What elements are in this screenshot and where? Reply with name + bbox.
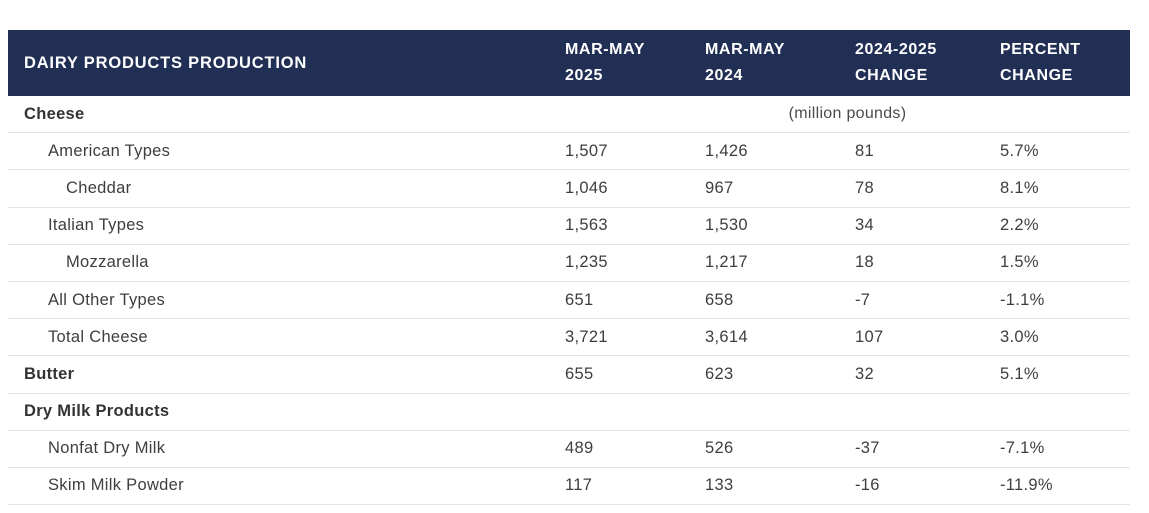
row-label: American Types (48, 141, 171, 160)
cell-value: 2.2% (1000, 216, 1039, 235)
row-label: Cheese (24, 104, 85, 123)
cell-value: 34 (855, 216, 874, 235)
column-header-line2: 2025 (565, 67, 603, 84)
cell-value: 1,530 (705, 216, 748, 235)
column-header-line2: CHANGE (855, 67, 928, 84)
cell-value: -16 (855, 476, 880, 495)
row-label: Total Cheese (48, 327, 148, 346)
cell-value: 107 (855, 327, 884, 346)
cell-value: 1.5% (1000, 253, 1039, 272)
table-row-skim-milk-powder: Skim Milk Powder 117 133 -16 -11.9% (8, 468, 1130, 506)
cell-value: 1,426 (705, 141, 748, 160)
row-label: Dry Milk Products (24, 402, 170, 421)
column-header-line2: CHANGE (1000, 67, 1073, 84)
cell-value: 5.1% (1000, 364, 1039, 383)
table-header-row: DAIRY PRODUCTS PRODUCTION MAR-MAY 2025 M… (8, 30, 1130, 96)
column-header-percent-change: PERCENT CHANGE (1000, 37, 1130, 89)
cell-value: 3,721 (565, 327, 608, 346)
column-header-line1: MAR-MAY (565, 41, 646, 58)
cell-value: -1.1% (1000, 290, 1045, 309)
cell-value: 18 (855, 253, 874, 272)
table-row-italian-types: Italian Types 1,563 1,530 34 2.2% (8, 208, 1130, 245)
cell-value: 1,235 (565, 253, 608, 272)
cell-value: 655 (565, 364, 594, 383)
cell-value: 8.1% (1000, 178, 1039, 197)
row-label: Mozzarella (66, 253, 149, 272)
unit-note: (million pounds) (788, 105, 907, 123)
cell-value: -11.9% (1000, 476, 1053, 495)
row-label: Nonfat Dry Milk (48, 439, 166, 458)
row-label: Skim Milk Powder (48, 476, 184, 495)
table-row-mozzarella: Mozzarella 1,235 1,217 18 1.5% (8, 245, 1130, 282)
cell-value: -7 (855, 290, 871, 309)
table-row-cheddar: Cheddar 1,046 967 78 8.1% (8, 170, 1130, 208)
cell-value: 623 (705, 364, 734, 383)
row-label: Cheddar (66, 178, 132, 197)
cell-value: 117 (565, 476, 593, 495)
cell-value: 3.0% (1000, 327, 1039, 346)
cell-value: 1,217 (705, 253, 748, 272)
column-header-mar-may-2025: MAR-MAY 2025 (565, 37, 705, 89)
row-label: Butter (24, 364, 75, 383)
cell-value: 32 (855, 364, 874, 383)
table-row-all-other-types: All Other Types 651 658 -7 -1.1% (8, 282, 1130, 320)
table-row-total-cheese: Total Cheese 3,721 3,614 107 3.0% (8, 319, 1130, 357)
column-header-line1: PERCENT (1000, 41, 1081, 58)
cell-value: 133 (705, 476, 734, 495)
cell-value: 81 (855, 141, 874, 160)
table-row-american-types: American Types 1,507 1,426 81 5.7% (8, 133, 1130, 171)
row-label: All Other Types (48, 290, 165, 309)
cell-value: 1,563 (565, 216, 608, 235)
column-header-line1: 2024-2025 (855, 41, 937, 58)
cell-value: 5.7% (1000, 141, 1039, 160)
table-row-butter: Butter 655 623 32 5.1% (8, 356, 1130, 394)
column-header-change: 2024-2025 CHANGE (855, 37, 1000, 89)
cell-value: -37 (855, 439, 880, 458)
cell-value: 1,046 (565, 178, 608, 197)
table-row-cheese: Cheese (million pounds) (8, 96, 1130, 134)
column-header-line2: 2024 (705, 67, 743, 84)
cell-value: 489 (565, 439, 594, 458)
cell-value: -7.1% (1000, 439, 1045, 458)
table-row-dry-milk-products: Dry Milk Products (8, 394, 1130, 431)
row-label: Italian Types (48, 216, 145, 235)
cell-value: 3,614 (705, 327, 748, 346)
cell-value: 658 (705, 290, 734, 309)
column-header-line1: MAR-MAY (705, 41, 786, 58)
cell-value: 78 (855, 178, 874, 197)
cell-value: 967 (705, 178, 734, 197)
cell-value: 651 (565, 290, 594, 309)
dairy-production-table: DAIRY PRODUCTS PRODUCTION MAR-MAY 2025 M… (8, 30, 1130, 506)
column-header-mar-may-2024: MAR-MAY 2024 (705, 37, 855, 89)
table-title: DAIRY PRODUCTS PRODUCTION (24, 53, 308, 72)
cell-value: 526 (705, 439, 734, 458)
table-row-nonfat-dry-milk: Nonfat Dry Milk 489 526 -37 -7.1% (8, 431, 1130, 468)
cell-value: 1,507 (565, 141, 608, 160)
